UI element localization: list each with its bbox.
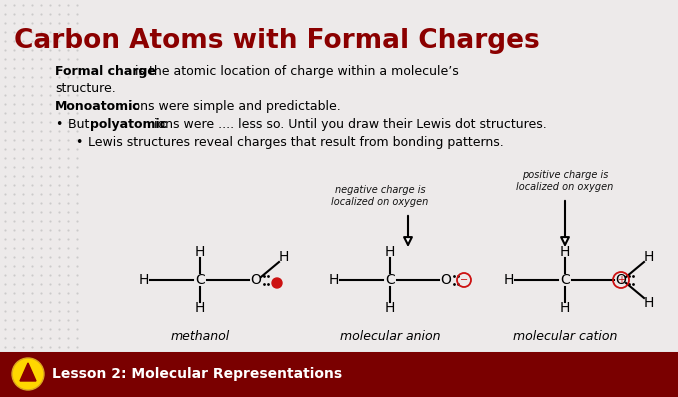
Text: molecular cation: molecular cation: [513, 330, 617, 343]
Text: Carbon Atoms with Formal Charges: Carbon Atoms with Formal Charges: [14, 28, 540, 54]
Text: H: H: [504, 273, 514, 287]
Text: Formal charge: Formal charge: [55, 65, 156, 78]
Circle shape: [272, 278, 282, 288]
Text: C: C: [195, 273, 205, 287]
Text: methanol: methanol: [170, 330, 230, 343]
Text: is the atomic location of charge within a molecule’s: is the atomic location of charge within …: [131, 65, 459, 78]
Text: Lesson 2: Molecular Representations: Lesson 2: Molecular Representations: [52, 367, 342, 381]
Text: +: +: [617, 275, 625, 285]
Text: H: H: [195, 245, 205, 259]
Text: positive charge is
localized on oxygen: positive charge is localized on oxygen: [517, 170, 614, 193]
Text: H: H: [329, 273, 339, 287]
Text: C: C: [385, 273, 395, 287]
Text: •: •: [55, 118, 62, 131]
Text: structure.: structure.: [55, 82, 116, 95]
Text: negative charge is
localized on oxygen: negative charge is localized on oxygen: [332, 185, 428, 207]
Polygon shape: [20, 363, 36, 381]
Text: O: O: [616, 273, 626, 287]
Text: But: But: [68, 118, 94, 131]
Text: O: O: [251, 273, 262, 287]
Text: •: •: [75, 136, 82, 149]
Text: ions were .... less so. Until you draw their Lewis dot structures.: ions were .... less so. Until you draw t…: [150, 118, 546, 131]
Text: H: H: [385, 245, 395, 259]
Text: H: H: [560, 301, 570, 315]
Text: H: H: [279, 250, 290, 264]
Circle shape: [12, 358, 44, 390]
Text: H: H: [644, 296, 654, 310]
Text: H: H: [385, 301, 395, 315]
Text: H: H: [560, 245, 570, 259]
Text: H: H: [139, 273, 149, 287]
Text: ions were simple and predictable.: ions were simple and predictable.: [125, 100, 341, 113]
Text: O: O: [441, 273, 452, 287]
Text: polyatomic: polyatomic: [90, 118, 167, 131]
Text: H: H: [644, 250, 654, 264]
Text: molecular anion: molecular anion: [340, 330, 440, 343]
Text: Lewis structures reveal charges that result from bonding patterns.: Lewis structures reveal charges that res…: [88, 136, 504, 149]
Text: Monoatomic: Monoatomic: [55, 100, 140, 113]
Text: −: −: [460, 275, 468, 285]
Text: C: C: [560, 273, 570, 287]
Bar: [0, 352, 678, 397]
Text: H: H: [195, 301, 205, 315]
